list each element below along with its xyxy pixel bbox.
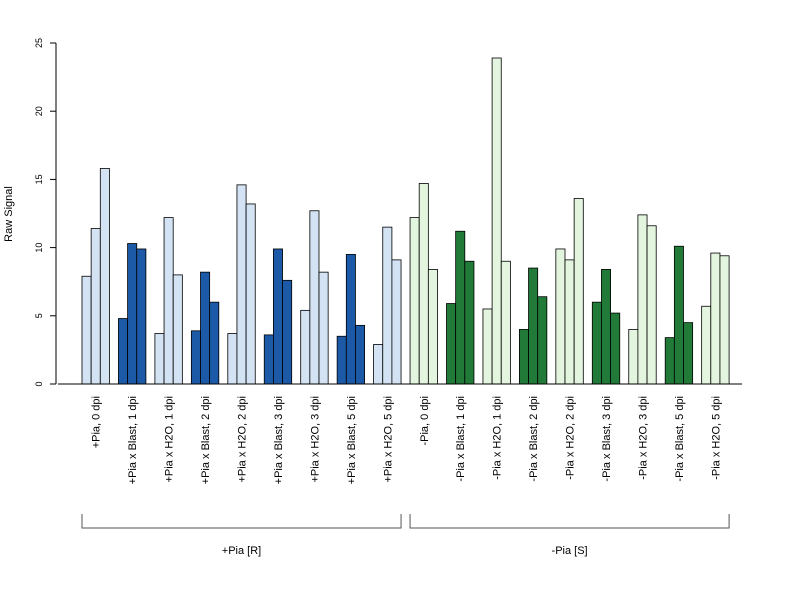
bar [701, 305, 712, 385]
bar [573, 198, 584, 385]
y-tick-label: 5 [34, 313, 44, 318]
category-label: +Pia x H2O, 3 dpi [309, 396, 321, 483]
y-tick-label: 20 [34, 106, 44, 116]
bar [555, 248, 566, 385]
bar [272, 248, 283, 385]
category-label: -Pia x H2O, 2 dpi [565, 396, 577, 480]
bar [610, 312, 621, 385]
bar [200, 271, 211, 385]
bar [318, 271, 329, 385]
bars [81, 57, 730, 385]
category-label: +Pia x Blast, 3 dpi [273, 396, 285, 484]
category-label: +Pia x Blast, 2 dpi [200, 396, 212, 484]
bar [564, 259, 575, 385]
bar [355, 324, 366, 385]
bar [99, 168, 110, 385]
category-label: -Pia, 0 dpi [419, 396, 431, 446]
bar [300, 309, 311, 385]
bar [190, 330, 201, 385]
bar [418, 183, 429, 385]
bar [282, 279, 293, 385]
category-label: +Pia x Blast, 1 dpi [127, 396, 139, 484]
group-bracket [409, 514, 730, 529]
bar [673, 245, 684, 385]
bar [537, 296, 548, 385]
category-label: +Pia, 0 dpi [91, 396, 103, 448]
category-label: -Pia x Blast, 2 dpi [528, 396, 540, 482]
bar [637, 214, 648, 385]
bar [427, 269, 438, 385]
bar [591, 301, 602, 385]
y-tick-label: 0 [34, 381, 44, 386]
category-label: -Pia x H2O, 3 dpi [637, 396, 649, 480]
bar [500, 260, 511, 385]
category-label: -Pia x Blast, 3 dpi [601, 396, 613, 482]
category-label: -Pia x H2O, 1 dpi [492, 396, 504, 480]
bar [136, 248, 147, 385]
group-brackets: +Pia [R] -Pia [S] [81, 514, 730, 557]
bar [710, 252, 721, 385]
bar [519, 329, 529, 385]
y-tick-label: 10 [34, 243, 44, 253]
bar [455, 230, 466, 385]
group-label: +Pia [R] [222, 545, 261, 557]
bar [373, 344, 384, 385]
bar [345, 254, 356, 385]
bar [118, 318, 128, 385]
bar [336, 335, 347, 385]
bar [664, 337, 675, 385]
category-label: -Pia x H2O, 5 dpi [710, 396, 722, 480]
bar [81, 275, 92, 385]
category-label: +Pia x H2O, 2 dpi [237, 396, 249, 483]
bar [245, 203, 256, 385]
category-label: -Pia x Blast, 5 dpi [674, 396, 686, 482]
bar [236, 184, 247, 385]
bar [209, 301, 220, 385]
bar [464, 260, 475, 385]
bar [163, 217, 174, 385]
bar [491, 57, 502, 385]
bar [90, 228, 101, 385]
y-tick-label: 15 [34, 174, 44, 184]
group-label: -Pia [S] [552, 545, 588, 557]
bar [172, 274, 183, 385]
bar [683, 322, 694, 385]
y-tick-label: 25 [34, 38, 44, 48]
y-axis-title: Raw Signal [3, 186, 15, 242]
group-bracket [81, 514, 402, 529]
category-labels: +Pia, 0 dpi +Pia x Blast, 1 dpi +Pia x H2O… [91, 396, 723, 484]
y-axis: 0 5 10 15 20 25 [34, 38, 57, 387]
bar [391, 259, 402, 385]
bar [263, 334, 274, 385]
bar [154, 333, 165, 385]
category-label: +Pia x H2O, 1 dpi [164, 396, 176, 483]
bar [382, 226, 393, 385]
bar [409, 217, 420, 385]
category-label: -Pia x Blast, 1 dpi [455, 396, 467, 482]
bar [446, 303, 457, 385]
bar [528, 267, 539, 385]
bar [309, 210, 320, 385]
bar [719, 255, 730, 385]
bar [227, 333, 238, 385]
bar [127, 243, 138, 385]
bar [482, 308, 493, 385]
bar [628, 329, 639, 385]
bar [601, 269, 612, 385]
category-label: +Pia x H2O, 5 dpi [382, 396, 394, 483]
bar [646, 225, 657, 385]
category-label: +Pia x Blast, 5 dpi [346, 396, 358, 484]
